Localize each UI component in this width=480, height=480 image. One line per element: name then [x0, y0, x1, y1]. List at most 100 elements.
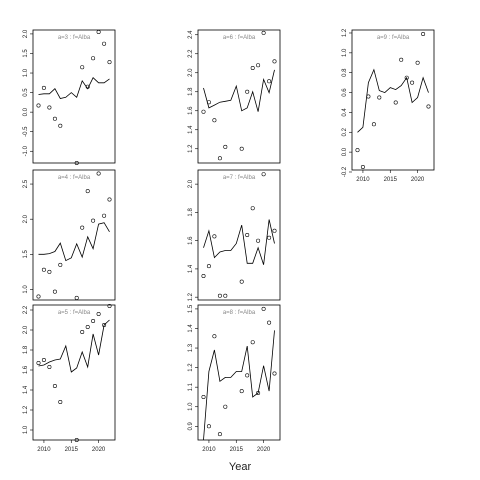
y-tick-label: -1.0 [23, 145, 29, 156]
data-point [223, 404, 228, 409]
data-point [366, 94, 371, 99]
y-tick-label: 1.8 [188, 87, 194, 96]
y-tick-label: 2.0 [188, 68, 194, 77]
panel: a=8 : f=Alba 0.9 1.0 1.1 1.2 1.3 1.4 1.5 2010 201… [188, 304, 281, 453]
data-point [96, 29, 101, 34]
data-point [371, 122, 376, 127]
data-point [36, 294, 41, 299]
y-tick-label: 2.5 [23, 179, 29, 188]
data-point [217, 156, 222, 161]
series-line [38, 77, 110, 99]
panel-label: a=7 : f=Alba [223, 175, 256, 181]
y-tick-label: 1.1 [188, 382, 194, 391]
series-line [38, 222, 110, 262]
data-point [393, 100, 398, 105]
y-tick-label: 1.6 [23, 365, 29, 374]
y-tick-label: 1.4 [23, 385, 29, 394]
x-tick-label: 2010 [202, 447, 216, 453]
x-tick-label: 2020 [257, 447, 271, 453]
data-point [91, 56, 96, 61]
data-point [206, 264, 211, 269]
y-tick-label: 1.0 [23, 68, 29, 77]
panel-frame [32, 169, 116, 301]
panel: a=3 : f=Alba -1.0 -0.5 0.0 0.5 1.0 1.5 2.0 [23, 29, 116, 166]
data-point [47, 105, 52, 110]
panel: a=7 : f=Alba 1.2 1.4 1.6 1.8 2.0 [188, 169, 281, 301]
data-point [261, 306, 266, 311]
x-tick-label: 2015 [384, 177, 398, 183]
panel-label: a=3 : f=Alba [58, 35, 91, 41]
x-axis-title: Year [229, 461, 252, 473]
y-tick-label: 1.6 [188, 236, 194, 245]
data-point [256, 238, 261, 243]
panel: a=4 : f=Alba 1.0 1.5 2.0 2.5 [23, 169, 116, 301]
data-point [250, 206, 255, 211]
data-point [96, 171, 101, 176]
data-point [80, 225, 85, 230]
y-tick-label: 0.0 [342, 147, 348, 156]
data-point [272, 228, 277, 233]
y-tick-label: 1.0 [342, 48, 348, 57]
data-point [85, 84, 90, 89]
y-tick-label: 1.2 [23, 405, 29, 414]
panel-label: a=6 : f=Alba [223, 35, 256, 41]
data-point [85, 324, 90, 329]
data-point [58, 399, 63, 404]
data-point [58, 123, 63, 128]
y-tick-label: 2.2 [23, 305, 29, 314]
data-point [107, 303, 112, 308]
data-point [96, 311, 101, 316]
data-point [91, 218, 96, 223]
data-point [52, 289, 57, 294]
series-line [203, 330, 275, 441]
panel: a=9 : f=Alba -0.2 0.0 0.2 0.4 0.6 0.8 1.0 1.2 201… [342, 28, 435, 183]
y-tick-label: 1.2 [342, 28, 348, 37]
panel-label: a=9 : f=Alba [377, 35, 410, 41]
x-tick-label: 2020 [411, 177, 425, 183]
y-tick-label: 1.4 [188, 324, 194, 333]
data-point [80, 65, 85, 70]
y-tick-label: 1.4 [188, 264, 194, 273]
data-point [245, 89, 250, 94]
data-point [250, 340, 255, 345]
data-point [212, 234, 217, 239]
panel-frame [32, 29, 116, 164]
data-point [245, 233, 250, 238]
panel-label: a=8 : f=Alba [223, 310, 256, 316]
data-point [206, 100, 211, 105]
y-tick-label: 1.0 [23, 285, 29, 294]
y-tick-label: 1.3 [188, 343, 194, 352]
data-point [80, 329, 85, 334]
data-point [223, 293, 228, 298]
data-point [261, 30, 266, 35]
y-tick-label: 1.0 [188, 402, 194, 411]
data-point [421, 31, 426, 36]
y-tick-label: 2.0 [188, 179, 194, 188]
data-point [36, 360, 41, 365]
x-tick-label: 2010 [37, 447, 51, 453]
y-tick-label: 2.0 [23, 214, 29, 223]
data-point [239, 146, 244, 151]
data-point [36, 103, 41, 108]
data-point [426, 104, 431, 109]
data-point [74, 161, 79, 166]
data-point [404, 75, 409, 80]
panel-frame [351, 29, 435, 171]
data-point [245, 373, 250, 378]
panel-frame [197, 304, 281, 441]
data-point [239, 279, 244, 284]
data-point [267, 79, 272, 84]
y-tick-label: 1.4 [188, 125, 194, 134]
data-point [212, 118, 217, 123]
data-point [217, 432, 222, 437]
panel-frame [32, 304, 116, 441]
y-tick-label: 1.0 [23, 425, 29, 434]
data-point [107, 197, 112, 202]
data-point [102, 41, 107, 46]
data-point [360, 165, 365, 170]
data-point [47, 364, 52, 369]
y-tick-label: 0.8 [342, 68, 348, 77]
panel: a=5 : f=Alba 1.0 1.2 1.4 1.6 1.8 2.0 2.2 2010 201… [23, 303, 116, 453]
data-point [355, 148, 360, 153]
y-tick-label: -0.2 [342, 166, 348, 177]
